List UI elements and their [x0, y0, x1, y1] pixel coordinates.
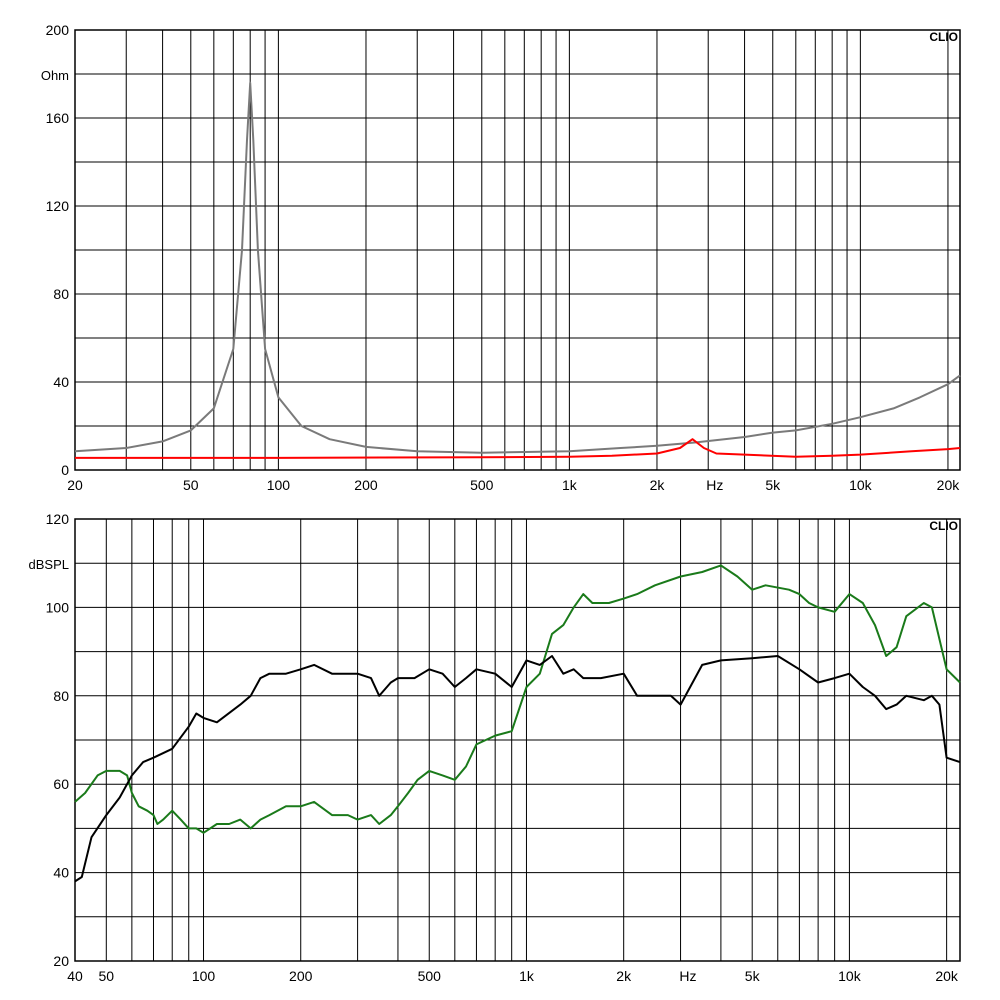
y-tick-label: 20: [53, 953, 69, 969]
x-tick-label: 200: [289, 968, 313, 984]
series-line-1: [74, 655, 961, 883]
x-tick-label: 100: [192, 968, 216, 984]
x-tick-label: 20k: [935, 968, 959, 984]
clio-brand-label: CLIO: [929, 519, 958, 533]
y-tick-label: 120: [46, 511, 70, 527]
impedance-chart: 0 40 80 120 160 200 Ohm 20 50 100 200 500 1k 2k 5k 10k 2…: [41, 22, 961, 493]
y-tick-label: 120: [46, 198, 70, 214]
x-tick-label: 20k: [937, 477, 961, 493]
x-tick-label: 200: [354, 477, 378, 493]
horizontal-gridlines: [75, 73, 960, 427]
x-axis-unit-label: Hz: [706, 477, 723, 493]
x-tick-label: 2k: [616, 968, 632, 984]
y-axis-label: Ohm: [41, 68, 69, 83]
clio-brand-label: CLIO: [929, 30, 958, 44]
x-tick-label: 5k: [765, 477, 781, 493]
x-tick-label: 40: [67, 968, 83, 984]
x-tick-label: 10k: [838, 968, 862, 984]
x-tick-label: 1k: [562, 477, 578, 493]
series-line-1: [75, 438, 961, 459]
x-tick-label: 5k: [745, 968, 761, 984]
y-tick-label: 60: [53, 776, 69, 792]
series-line-0: [74, 564, 961, 834]
x-tick-label: 20: [67, 477, 83, 493]
y-tick-label: 160: [46, 110, 70, 126]
x-tick-label: 2k: [650, 477, 666, 493]
plot-frame: [74, 518, 961, 962]
x-axis-unit-label: Hz: [679, 968, 696, 984]
x-tick-label: 10k: [849, 477, 873, 493]
x-tick-label: 500: [418, 968, 442, 984]
x-tick-label: 500: [470, 477, 494, 493]
y-axis-label: dBSPL: [29, 557, 69, 572]
x-tick-label: 50: [99, 968, 115, 984]
y-tick-label: 200: [46, 22, 70, 38]
plot-frame: [74, 29, 961, 471]
series-line-0: [74, 81, 961, 454]
y-tick-label: 80: [53, 286, 69, 302]
y-tick-label: 100: [46, 599, 70, 615]
x-tick-label: 100: [267, 477, 291, 493]
x-tick-label: 50: [183, 477, 199, 493]
x-tick-label: 1k: [519, 968, 535, 984]
y-tick-label: 0: [61, 462, 69, 478]
y-tick-label: 80: [53, 688, 69, 704]
y-tick-label: 40: [53, 865, 69, 881]
y-tick-label: 40: [53, 374, 69, 390]
horizontal-gridlines: [75, 562, 960, 918]
